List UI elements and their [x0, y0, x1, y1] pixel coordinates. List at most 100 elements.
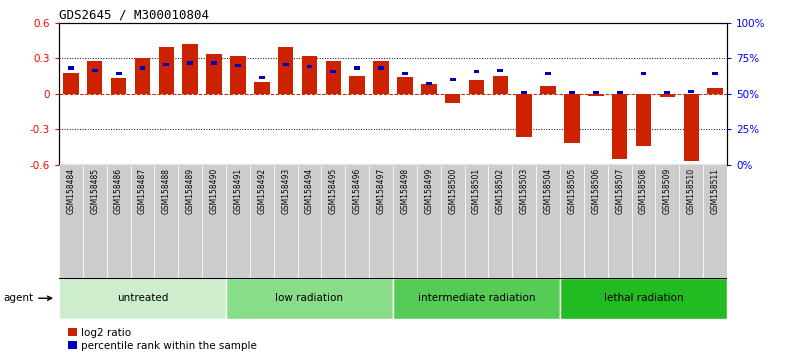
- Bar: [612, 94, 627, 159]
- Bar: [159, 47, 174, 94]
- Bar: [369, 165, 393, 278]
- Bar: [493, 76, 508, 94]
- Bar: [259, 76, 265, 79]
- Bar: [498, 69, 503, 72]
- Bar: [679, 165, 703, 278]
- Bar: [154, 165, 178, 278]
- Bar: [560, 165, 584, 278]
- Text: GSM158509: GSM158509: [663, 168, 672, 214]
- Bar: [402, 72, 408, 75]
- Bar: [134, 58, 150, 94]
- Bar: [656, 165, 679, 278]
- Text: GSM158491: GSM158491: [233, 168, 242, 214]
- Bar: [569, 91, 575, 94]
- Bar: [608, 165, 632, 278]
- Bar: [417, 165, 441, 278]
- Bar: [298, 165, 321, 278]
- Text: untreated: untreated: [117, 293, 168, 303]
- Text: GSM158508: GSM158508: [639, 168, 648, 214]
- Bar: [330, 70, 336, 73]
- Bar: [393, 165, 417, 278]
- Bar: [250, 165, 274, 278]
- Bar: [488, 165, 512, 278]
- Bar: [450, 78, 456, 81]
- Bar: [421, 84, 436, 94]
- Bar: [59, 278, 226, 319]
- Bar: [226, 165, 250, 278]
- Bar: [684, 94, 699, 161]
- Bar: [235, 64, 241, 67]
- Text: GSM158493: GSM158493: [281, 168, 290, 214]
- Text: GSM158500: GSM158500: [448, 168, 457, 214]
- Bar: [140, 66, 145, 69]
- Bar: [206, 54, 222, 94]
- Bar: [617, 91, 623, 94]
- Bar: [397, 77, 413, 94]
- Text: GSM158492: GSM158492: [257, 168, 266, 214]
- Bar: [560, 278, 727, 319]
- Text: GSM158511: GSM158511: [711, 168, 720, 214]
- Bar: [307, 65, 312, 68]
- Text: GDS2645 / M300010804: GDS2645 / M300010804: [59, 9, 209, 22]
- Bar: [63, 73, 79, 94]
- Bar: [211, 62, 217, 65]
- Bar: [474, 70, 479, 73]
- Bar: [641, 72, 646, 75]
- Bar: [584, 165, 608, 278]
- Text: GSM158507: GSM158507: [615, 168, 624, 214]
- Bar: [254, 82, 270, 94]
- Text: GSM158503: GSM158503: [520, 168, 529, 214]
- Text: GSM158506: GSM158506: [591, 168, 601, 214]
- Bar: [274, 165, 298, 278]
- Bar: [659, 94, 675, 97]
- Bar: [321, 165, 345, 278]
- Bar: [163, 63, 169, 66]
- Bar: [230, 56, 246, 94]
- Bar: [354, 66, 360, 69]
- Bar: [521, 91, 527, 94]
- Bar: [465, 165, 488, 278]
- Bar: [83, 165, 107, 278]
- Bar: [283, 63, 288, 66]
- Bar: [445, 94, 461, 103]
- Bar: [664, 91, 670, 94]
- Bar: [378, 66, 384, 69]
- Text: GSM158497: GSM158497: [376, 168, 386, 214]
- Bar: [588, 94, 604, 96]
- Bar: [707, 88, 723, 94]
- Text: GSM158486: GSM158486: [114, 168, 123, 214]
- Bar: [393, 278, 560, 319]
- Bar: [536, 165, 560, 278]
- Text: low radiation: low radiation: [275, 293, 343, 303]
- Bar: [187, 62, 193, 65]
- Bar: [512, 165, 536, 278]
- Text: GSM158498: GSM158498: [400, 168, 410, 214]
- Bar: [516, 94, 532, 137]
- Text: GSM158495: GSM158495: [329, 168, 338, 214]
- Bar: [130, 165, 154, 278]
- Bar: [593, 91, 599, 94]
- Bar: [68, 66, 74, 69]
- Bar: [226, 278, 393, 319]
- Text: GSM158504: GSM158504: [544, 168, 553, 214]
- Bar: [107, 165, 130, 278]
- Bar: [350, 76, 365, 94]
- Bar: [441, 165, 465, 278]
- Bar: [373, 61, 389, 94]
- Bar: [689, 90, 694, 93]
- Text: GSM158505: GSM158505: [567, 168, 576, 214]
- Bar: [111, 79, 127, 94]
- Text: GSM158484: GSM158484: [66, 168, 75, 214]
- Bar: [632, 165, 656, 278]
- Bar: [182, 44, 198, 94]
- Bar: [345, 165, 369, 278]
- Text: lethal radiation: lethal radiation: [604, 293, 683, 303]
- Bar: [278, 47, 293, 94]
- Bar: [302, 56, 318, 94]
- Bar: [468, 80, 484, 94]
- Bar: [540, 86, 556, 94]
- Text: GSM158488: GSM158488: [162, 168, 171, 214]
- Bar: [564, 94, 580, 143]
- Text: GSM158499: GSM158499: [424, 168, 433, 214]
- Text: GSM158501: GSM158501: [472, 168, 481, 214]
